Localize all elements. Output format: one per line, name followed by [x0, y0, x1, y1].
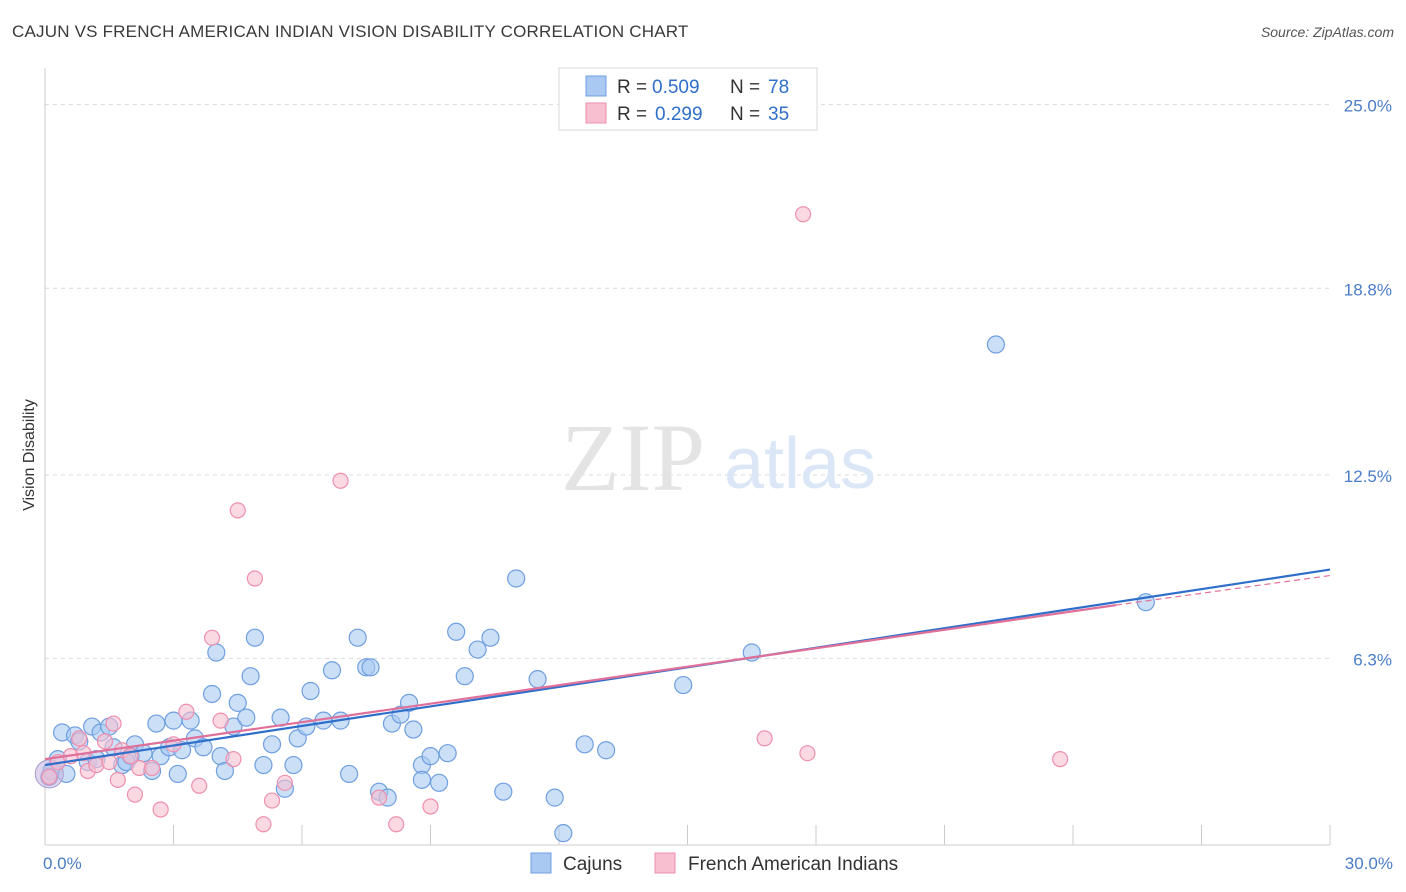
cajun-point-46	[348, 628, 367, 647]
french-point-35	[795, 206, 812, 223]
legend-r-label-1: R =	[617, 77, 647, 98]
french-point-29	[371, 789, 388, 806]
french-point-16	[152, 801, 169, 818]
cajun-point-32	[241, 667, 260, 686]
y-tick-label-1: 12.5%	[1344, 467, 1392, 486]
french-point-20	[203, 629, 221, 646]
chart-title: CAJUN VS FRENCH AMERICAN INDIAN VISION D…	[12, 22, 689, 41]
cajun-point-71	[674, 675, 693, 695]
cajun-point-41	[301, 681, 320, 701]
cajun-point-56	[412, 770, 432, 789]
cajun-point-45	[340, 764, 359, 784]
cajun-point-31	[237, 708, 256, 727]
cajun-point-30	[228, 693, 247, 712]
cajun-point-28	[215, 761, 234, 781]
watermark: ZIP atlas	[561, 404, 876, 511]
cajun-point-48	[361, 658, 380, 677]
french-point-31	[422, 798, 439, 815]
cajun-point-63	[481, 628, 500, 647]
french-point-21	[212, 712, 229, 729]
french-point-32	[756, 730, 773, 747]
cajun-point-61	[455, 667, 474, 686]
cajun-point-34	[254, 755, 273, 775]
french-point-3	[71, 730, 88, 747]
cajun-point-35	[262, 735, 282, 754]
french-point-10	[109, 771, 126, 788]
french-point-13	[126, 786, 144, 803]
y-tick-label-0: 6.3%	[1353, 650, 1392, 669]
cajun-point-57	[421, 747, 440, 766]
legend-swatch-french	[585, 102, 607, 124]
french-point-24	[246, 570, 263, 587]
cajun-point-59	[438, 744, 457, 763]
french-point-7	[96, 733, 114, 750]
cajun-point-60	[447, 622, 466, 641]
tick-labels: 6.3% 12.5% 18.8% 25.0% 0.0% 30.0%	[43, 97, 1393, 873]
y-tick-label-3: 25.0%	[1344, 97, 1392, 116]
cajun-point-24	[194, 738, 213, 757]
cajun-point-16	[147, 714, 166, 733]
legend-n-label-2: N =	[730, 104, 760, 125]
trend-lines	[44, 568, 1331, 767]
cajun-point-25	[202, 684, 222, 704]
cajun-point-26	[207, 643, 226, 662]
source-credit: Source: ZipAtlas.com	[1260, 24, 1394, 40]
watermark-zip: ZIP	[561, 404, 705, 511]
french-point-15	[143, 759, 161, 777]
x-tick-label-1: 30.0%	[1345, 854, 1393, 873]
french-point-30	[388, 816, 405, 833]
bottom-legend-swatch-cajuns	[530, 852, 552, 874]
cajun-point-70	[597, 741, 616, 760]
legend-n-value-2: 35	[768, 104, 789, 125]
french-trend-line	[44, 604, 1116, 761]
cajun-point-64	[494, 782, 513, 801]
cajun-point-73	[986, 335, 1006, 354]
french-points	[41, 206, 1069, 833]
french-point-26	[263, 792, 281, 809]
watermark-atlas: atlas	[724, 424, 876, 504]
cajun-point-54	[404, 720, 423, 739]
cajun-point-38	[284, 755, 303, 775]
legend-r-value-2: 0.299	[655, 104, 703, 125]
cajun-point-33	[245, 628, 264, 647]
legend-n-label-1: N =	[730, 77, 760, 98]
french-point-34	[1052, 751, 1069, 768]
cajun-point-65	[507, 569, 526, 588]
french-point-28	[332, 472, 349, 489]
french-point-25	[255, 816, 272, 833]
legend-n-value-1: 78	[768, 77, 789, 98]
x-tick-label-0: 0.0%	[43, 854, 82, 873]
french-point-27	[276, 774, 293, 791]
cajun-point-20	[168, 764, 187, 784]
french-point-19	[191, 777, 208, 794]
legend-swatch-cajuns	[585, 75, 607, 97]
cajun-point-68	[554, 824, 573, 843]
y-axis-title: Vision Disability	[21, 399, 38, 511]
bottom-legend-french: French American Indians	[688, 854, 898, 875]
bottom-legend: Cajuns French American Indians	[530, 852, 898, 875]
cajun-point-66	[528, 670, 547, 689]
french-point-23	[229, 502, 246, 519]
legend-box: R = 0.509 N = 78 R = 0.299 N = 35	[558, 67, 818, 131]
cajun-point-58	[429, 773, 449, 792]
legend-r-label-2: R =	[617, 104, 647, 125]
french-point-22	[225, 751, 242, 768]
french-trend-extension	[1115, 574, 1331, 606]
cajun-point-67	[545, 788, 564, 807]
cajun-point-62	[468, 640, 487, 659]
cajun-point-43	[322, 661, 342, 680]
french-point-18	[178, 703, 195, 720]
french-point-33	[799, 745, 816, 762]
y-tick-label-2: 18.8%	[1344, 280, 1392, 299]
french-point-9	[105, 715, 122, 732]
gridlines	[45, 104, 1330, 659]
bottom-legend-swatch-french	[654, 852, 676, 874]
cajun-point-69	[575, 735, 594, 754]
bottom-legend-cajuns: Cajuns	[563, 854, 622, 875]
legend-r-value-1: 0.509	[652, 77, 700, 98]
french-point-0	[41, 768, 58, 785]
